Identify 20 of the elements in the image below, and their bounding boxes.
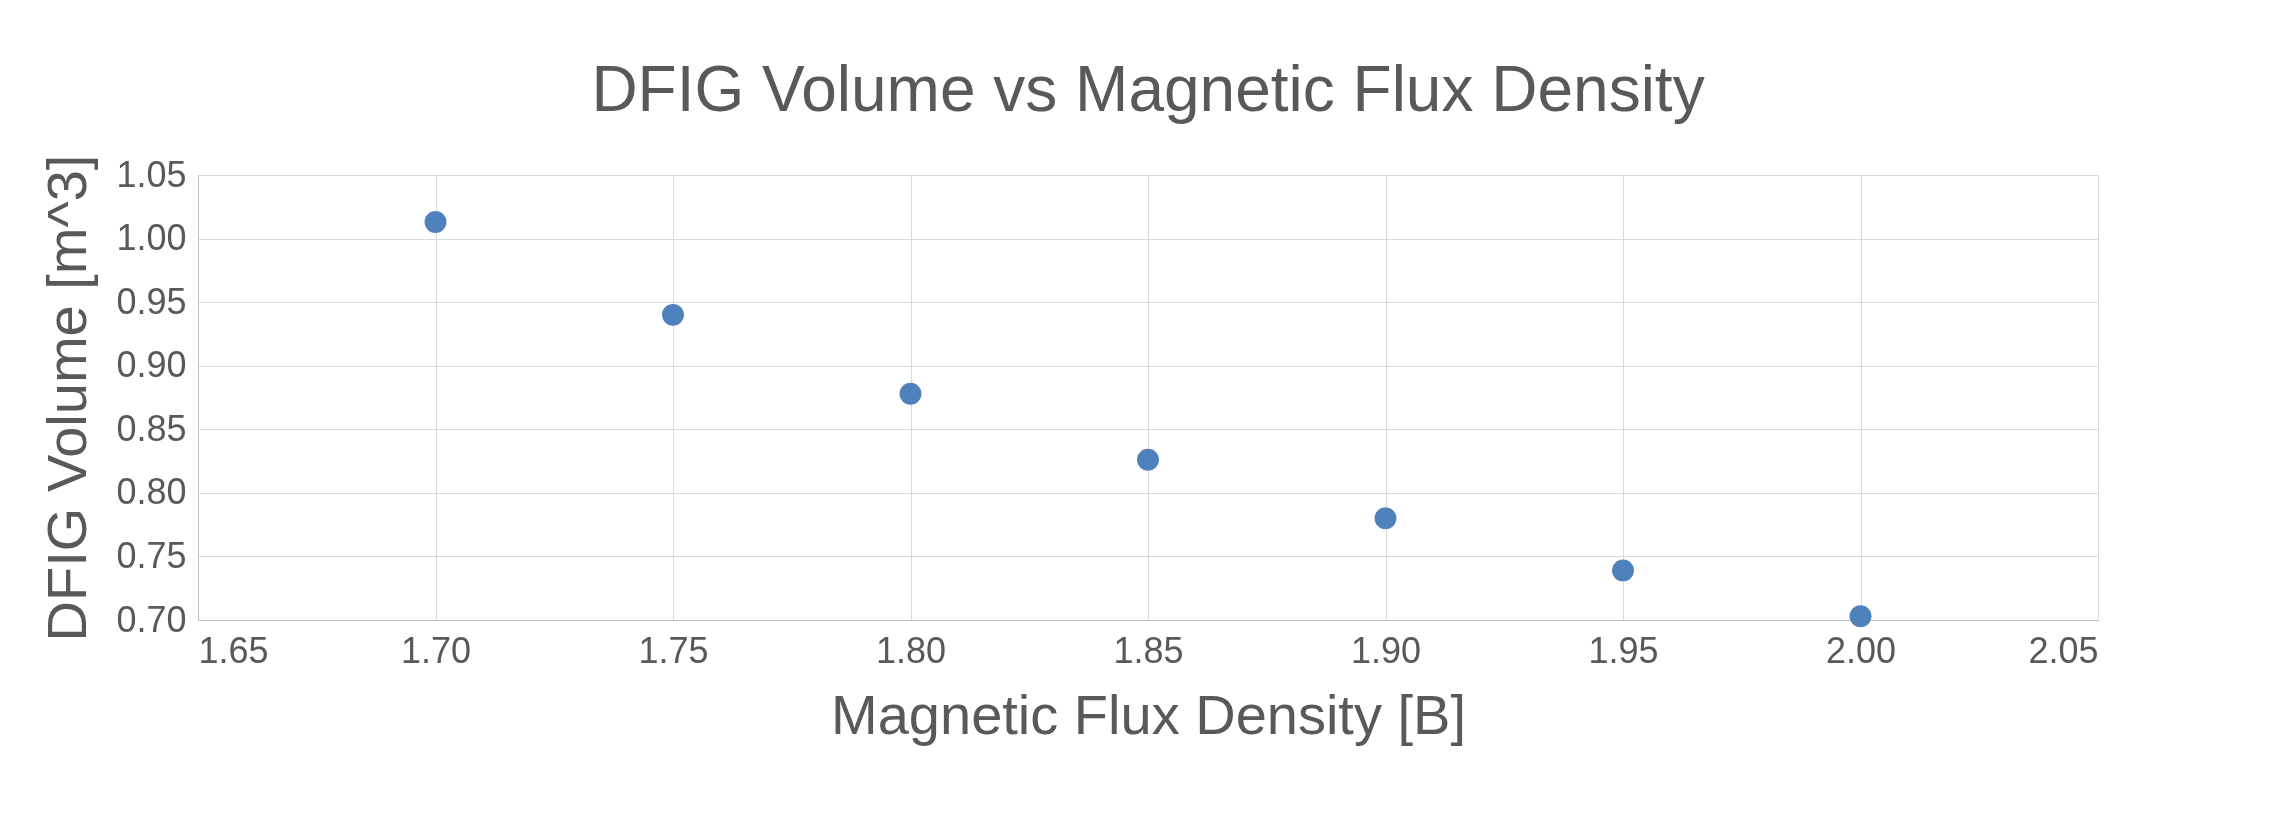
x-tick-label: 1.70 xyxy=(400,629,472,671)
y-tick-label: 0.90 xyxy=(116,344,187,386)
y-axis-title: DFIG Volume [m^3] xyxy=(35,154,99,642)
y-tick-label: 0.75 xyxy=(116,534,187,576)
y-tick-label: 1.05 xyxy=(116,153,187,195)
y-tick-label: 1.00 xyxy=(116,217,187,259)
x-tick-label: 1.95 xyxy=(1588,629,1659,671)
x-tick-label: 2.00 xyxy=(1825,629,1897,671)
x-tick-label: 1.80 xyxy=(875,629,947,671)
x-tick-label: 1.75 xyxy=(638,629,709,671)
y-tick-label: 0.80 xyxy=(116,471,187,513)
y-tick-label: 0.95 xyxy=(116,280,187,322)
y-tick-label: 0.85 xyxy=(116,407,187,449)
y-tick-label: 0.70 xyxy=(116,598,187,640)
chart-title: DFIG Volume vs Magnetic Flux Density xyxy=(591,53,1705,126)
x-axis-title: Magnetic Flux Density [B] xyxy=(831,682,1466,746)
x-tick-label: 2.05 xyxy=(2028,629,2099,671)
x-tick-label: 1.65 xyxy=(198,629,269,671)
x-tick-label: 1.85 xyxy=(1113,629,1184,671)
x-tick-label: 1.90 xyxy=(1350,629,1422,671)
